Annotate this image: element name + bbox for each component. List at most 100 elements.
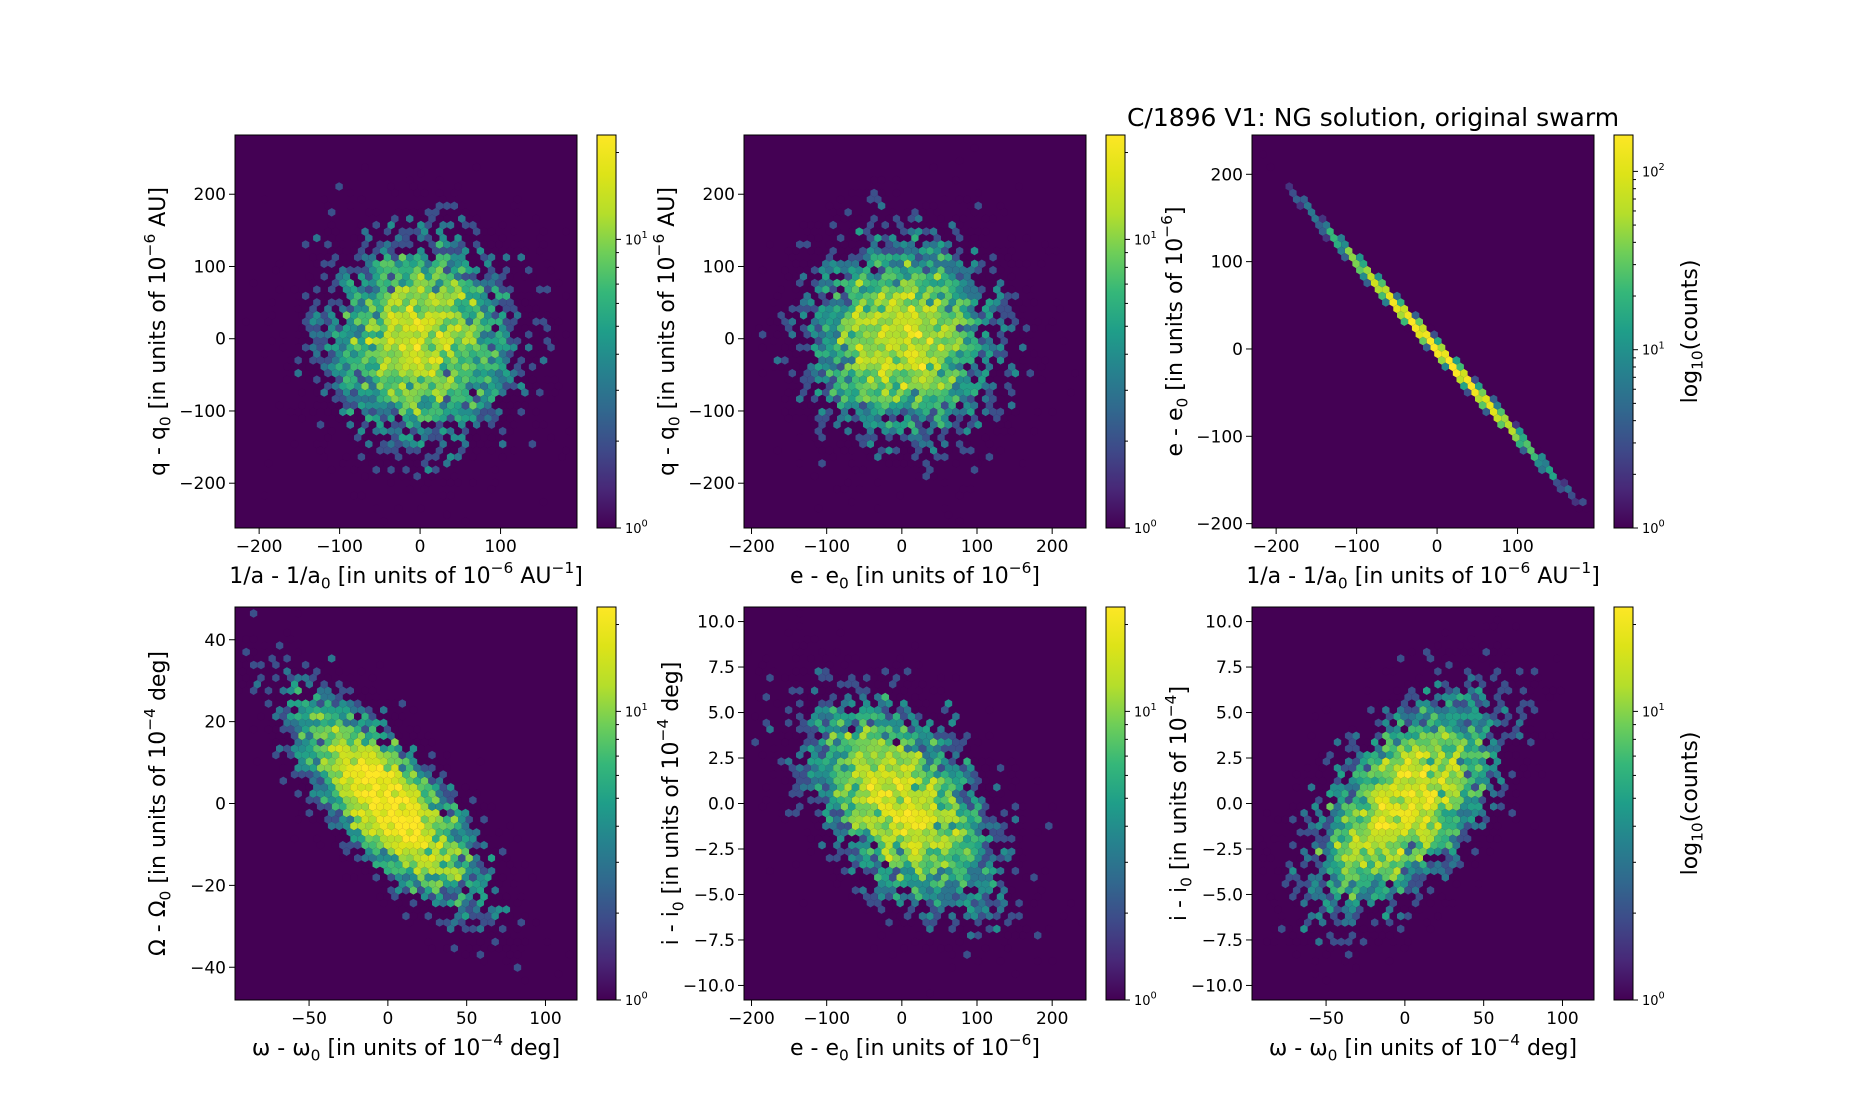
hexbin-cell [313,705,321,715]
hexbin-cell [331,763,340,773]
hexbin-cell [536,233,544,243]
hexbin-cell [261,491,269,500]
hexbin-cell [885,317,893,326]
hexbin-cell [372,465,380,475]
hexbin-cell [413,420,421,429]
hexbin-cell [342,323,351,333]
hexbin-cell [955,924,964,934]
hexbin-cell [264,699,273,708]
hexbin-cell [458,420,466,429]
hexbin-cell [855,304,863,314]
y-axis-label: i - i0 [in units of 10−4 deg] [654,662,687,946]
hexbin-cell [941,401,949,410]
hexbin-cell [1015,898,1023,908]
hexbin-cell [903,208,912,217]
hexbin-cell [402,847,410,856]
hexbin-cell [941,911,949,921]
hexbin-cell [915,240,923,249]
hexbin-cell [1285,924,1293,934]
hexbin-cell [877,815,886,824]
hexbin-cell [480,394,488,404]
hexbin-cell [836,860,845,869]
hexbin-cell [432,208,440,217]
hexbin-cell [1571,497,1580,507]
hexbin-cell [1378,918,1386,927]
hexbin-cell [929,394,938,404]
hexbin-cell [383,802,392,811]
hexbin-cell [1378,892,1386,901]
hexbin-cell [1034,356,1042,365]
hexbin-cell [829,718,837,728]
hexbin-cell [929,278,938,288]
hexbin-cell [967,278,975,288]
hexbin-cell [907,892,915,901]
hexbin-cell [402,439,410,449]
hexbin-cell [283,718,291,728]
hexbin-cell [1460,647,1468,657]
hexbin-cell [290,770,299,779]
hexbin-cell [859,847,867,856]
hexbin-cell [918,401,927,410]
hexbin-cell [814,718,823,728]
hexbin-cell [918,911,927,921]
hexbin-cell [967,828,975,837]
hexbin-cell [413,407,421,417]
hexbin-cell [465,789,473,798]
hexbin-cell [892,330,901,339]
hexbin-cell [892,394,901,404]
y-tick-label: −100 [688,402,735,422]
hexbin-cell [836,233,845,243]
hexbin-cell [469,362,477,372]
hexbin-cell [495,278,503,288]
hexbin-cell [506,285,514,294]
hexbin-cell [335,821,343,831]
hexbin-cell [443,394,451,404]
hexbin-cell [372,336,380,346]
hexbin-cell [967,265,975,275]
hexbin-cell [833,647,841,657]
hexbin-cell [1263,808,1271,818]
hexbin-cell [822,259,830,269]
hexbin-cell [829,757,837,766]
hexbin-cell [428,227,436,236]
hexbin-cell [339,686,347,695]
hexbin-cell [1371,802,1379,811]
hexbin-cell [840,368,849,378]
hexbin-cell [915,381,923,391]
hexbin-cell [309,776,317,786]
hexbin-cell [963,414,971,423]
hexbin-cell [840,304,849,314]
hexbin-cell [929,905,938,914]
hexbin-cell [461,298,470,307]
hexbin-cell [833,368,841,378]
hexbin-cell [428,381,436,391]
hexbin-cell [536,246,544,256]
hexbin-cell [836,401,845,410]
hexbin-cell [855,673,863,683]
hexbin-cell [432,860,440,869]
hexbin-cell [844,246,852,256]
hexbin-cell [915,253,923,262]
hexbin-cell [458,330,466,339]
hexbin-cell [491,362,499,372]
hexbin-cell [521,860,529,869]
hexbin-cell [290,667,299,676]
hexbin-cell [316,712,325,721]
hexbin-cell [1512,725,1520,734]
hexbin-cell [354,317,362,326]
hexbin-cell [967,840,975,850]
hexbin-cell [439,323,447,333]
hexbin-cell [784,718,793,728]
colorbar-tick-label: 101 [625,230,648,248]
hexbin-cell [368,712,377,721]
hexbin-cell [993,298,1001,307]
hexbin-cell [1367,898,1375,908]
hexbin-cell [290,834,299,844]
hexbin-cell [413,317,421,326]
hexbin-cell [320,680,328,689]
hexbin-cell [327,795,336,805]
hexbin-cell [450,343,458,352]
hexbin-cell [937,368,945,378]
hexbin-cell [454,323,462,333]
